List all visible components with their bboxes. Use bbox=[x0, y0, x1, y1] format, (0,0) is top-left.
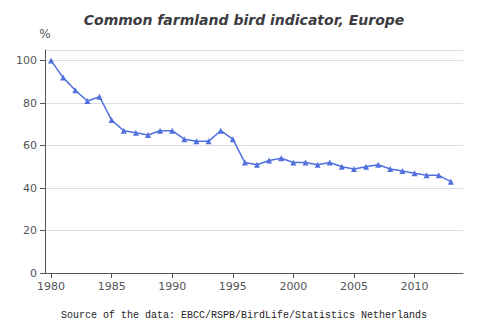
svg-text:40: 40 bbox=[23, 182, 37, 195]
svg-text:100: 100 bbox=[16, 54, 37, 67]
svg-text:1985: 1985 bbox=[98, 280, 126, 293]
svg-text:0: 0 bbox=[30, 267, 37, 280]
svg-text:1990: 1990 bbox=[158, 280, 186, 293]
svg-text:2000: 2000 bbox=[279, 280, 307, 293]
svg-text:2005: 2005 bbox=[340, 280, 368, 293]
svg-text:Common farmland bird indicator: Common farmland bird indicator, Europe bbox=[84, 12, 405, 28]
svg-text:80: 80 bbox=[23, 97, 37, 110]
svg-text:1995: 1995 bbox=[219, 280, 247, 293]
svg-text:2010: 2010 bbox=[401, 280, 429, 293]
svg-text:%: % bbox=[39, 27, 50, 41]
svg-text:20: 20 bbox=[23, 224, 37, 237]
svg-text:Source of the data: EBCC/RSPB/: Source of the data: EBCC/RSPB/BirdLife/S… bbox=[61, 310, 427, 321]
svg-text:1980: 1980 bbox=[37, 280, 65, 293]
svg-text:60: 60 bbox=[23, 139, 37, 152]
